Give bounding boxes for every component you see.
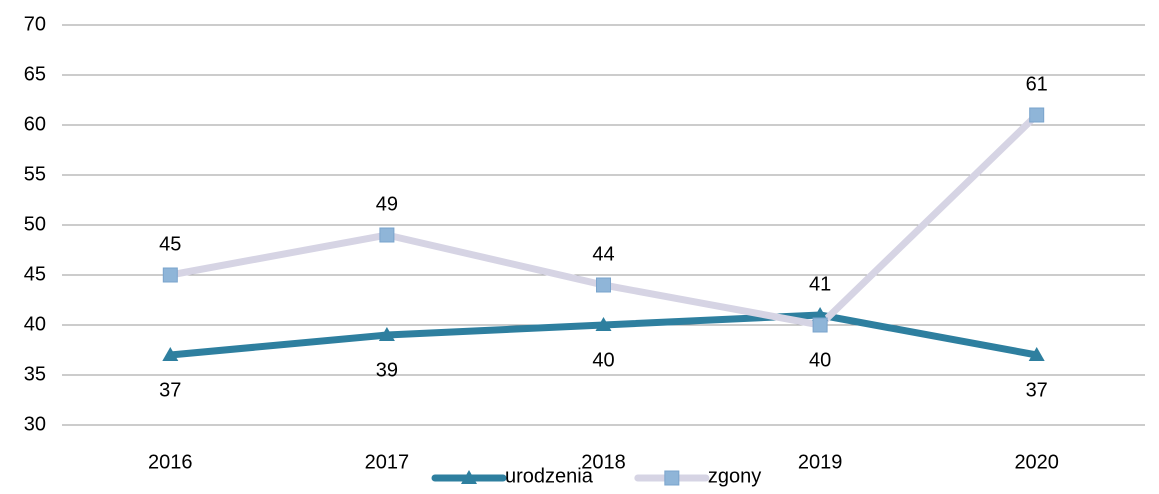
data-point [596, 277, 611, 293]
data-label: 40 [592, 349, 614, 371]
x-tick-label: 2019 [798, 451, 843, 473]
data-point [162, 267, 178, 283]
data-point [162, 347, 179, 361]
legend-marker [461, 470, 477, 484]
y-tick-label: 60 [24, 113, 46, 135]
data-label: 37 [1026, 379, 1048, 401]
data-label: 44 [592, 243, 614, 265]
data-point [812, 317, 828, 333]
data-label: 41 [809, 273, 831, 295]
x-tick-label: 2017 [365, 451, 410, 473]
x-tick-label: 2018 [581, 451, 626, 473]
y-tick-label: 40 [24, 313, 46, 335]
y-tick-label: 30 [24, 413, 46, 435]
legend-label: urodzenia [505, 465, 594, 487]
data-label: 61 [1026, 73, 1048, 95]
data-label: 45 [159, 233, 181, 255]
data-point [595, 317, 612, 331]
y-tick-label: 70 [24, 13, 46, 35]
y-tick-label: 55 [24, 163, 46, 185]
legend-label: zgony [708, 465, 761, 487]
x-tick-label: 2020 [1014, 451, 1059, 473]
data-point [1028, 347, 1045, 361]
data-point [378, 327, 395, 341]
data-point [379, 227, 395, 243]
data-label: 37 [159, 379, 181, 401]
data-label: 40 [809, 349, 831, 371]
x-tick-label: 2016 [148, 451, 193, 473]
y-tick-label: 45 [24, 263, 46, 285]
data-label: 49 [376, 193, 398, 215]
y-tick-label: 65 [24, 63, 46, 85]
y-tick-label: 50 [24, 213, 46, 235]
data-point [1029, 107, 1045, 123]
y-tick-label: 35 [24, 363, 46, 385]
series-line [169, 112, 1040, 329]
data-label: 39 [376, 359, 398, 381]
legend-marker [664, 470, 680, 486]
